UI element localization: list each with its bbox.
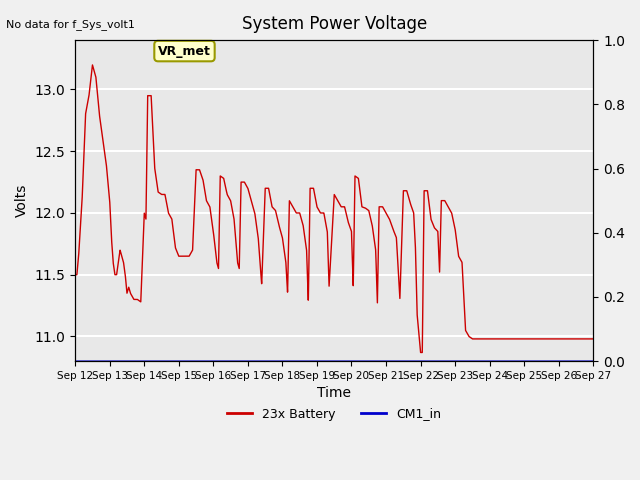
- Text: No data for f_Sys_volt1: No data for f_Sys_volt1: [6, 19, 135, 30]
- Legend: 23x Battery, CM1_in: 23x Battery, CM1_in: [223, 403, 446, 425]
- Text: VR_met: VR_met: [158, 45, 211, 58]
- X-axis label: Time: Time: [317, 386, 351, 400]
- Y-axis label: Volts: Volts: [15, 184, 29, 217]
- Title: System Power Voltage: System Power Voltage: [241, 15, 427, 33]
